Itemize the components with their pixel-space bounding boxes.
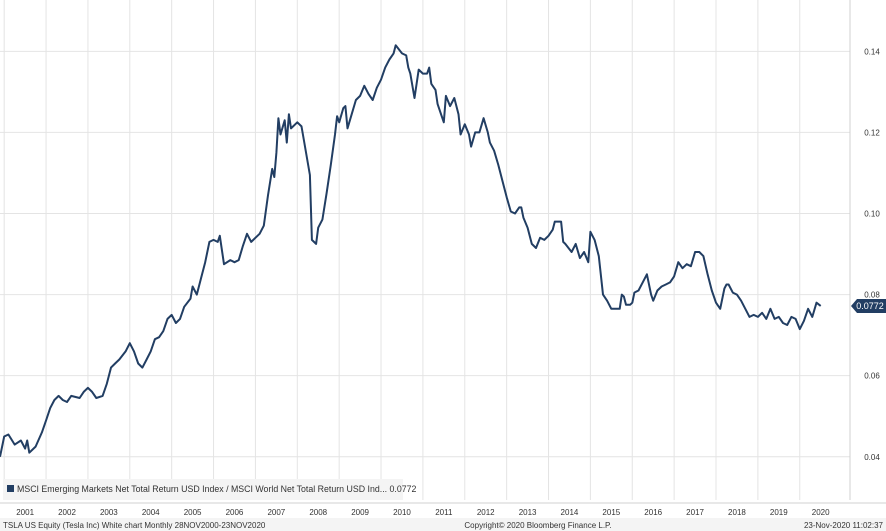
last-value-badge-shape (851, 298, 886, 313)
y-axis: 0.14 0.12 0.10 0.08 0.06 0.04 (864, 47, 880, 461)
x-tick-label: 2004 (142, 508, 160, 517)
x-tick-label: 2009 (351, 508, 369, 517)
legend: MSCI Emerging Markets Net Total Return U… (3, 479, 417, 500)
footer-left: TSLA US Equity (Tesla Inc) White chart M… (3, 521, 266, 530)
x-tick-label: 2007 (267, 508, 285, 517)
x-tick-label: 2020 (812, 508, 830, 517)
grid-lines (0, 0, 886, 504)
y-tick-label: 0.14 (864, 47, 880, 56)
x-tick-label: 2005 (184, 508, 202, 517)
x-tick-label: 2011 (435, 508, 453, 517)
last-value-badge: 0.0772 (851, 298, 886, 313)
footer-right: 23-Nov-2020 11:02:37 (804, 521, 884, 530)
footer-center: Copyright© 2020 Bloomberg Finance L.P. (464, 521, 611, 530)
x-axis: 2001 2002 2003 2004 2005 2006 2007 2008 2009 2010… (16, 508, 830, 517)
legend-box (3, 479, 403, 500)
series-line (0, 44, 822, 458)
legend-swatch (7, 485, 14, 492)
legend-label: MSCI Emerging Markets Net Total Return U… (17, 484, 417, 494)
footer-background (0, 518, 886, 531)
x-tick-label: 2006 (226, 508, 244, 517)
x-tick-label: 2008 (309, 508, 327, 517)
x-tick-label: 2014 (561, 508, 579, 517)
x-tick-label: 2018 (728, 508, 746, 517)
x-tick-label: 2003 (100, 508, 118, 517)
series-line-group (0, 44, 822, 458)
x-tick-label: 2016 (644, 508, 662, 517)
x-tick-label: 2013 (519, 508, 537, 517)
y-tick-label: 0.06 (864, 372, 880, 381)
y-tick-label: 0.04 (864, 453, 880, 462)
x-tick-label: 2017 (686, 508, 704, 517)
x-tick-label: 2010 (393, 508, 411, 517)
y-tick-label: 0.08 (864, 291, 880, 300)
y-tick-label: 0.10 (864, 210, 880, 219)
x-tick-label: 2012 (477, 508, 495, 517)
x-tick-label: 2001 (16, 508, 34, 517)
x-tick-label: 2019 (770, 508, 788, 517)
y-tick-label: 0.12 (864, 128, 880, 137)
x-tick-label: 2015 (602, 508, 620, 517)
last-value-label: 0.0772 (856, 301, 884, 311)
x-tick-label: 2002 (58, 508, 76, 517)
